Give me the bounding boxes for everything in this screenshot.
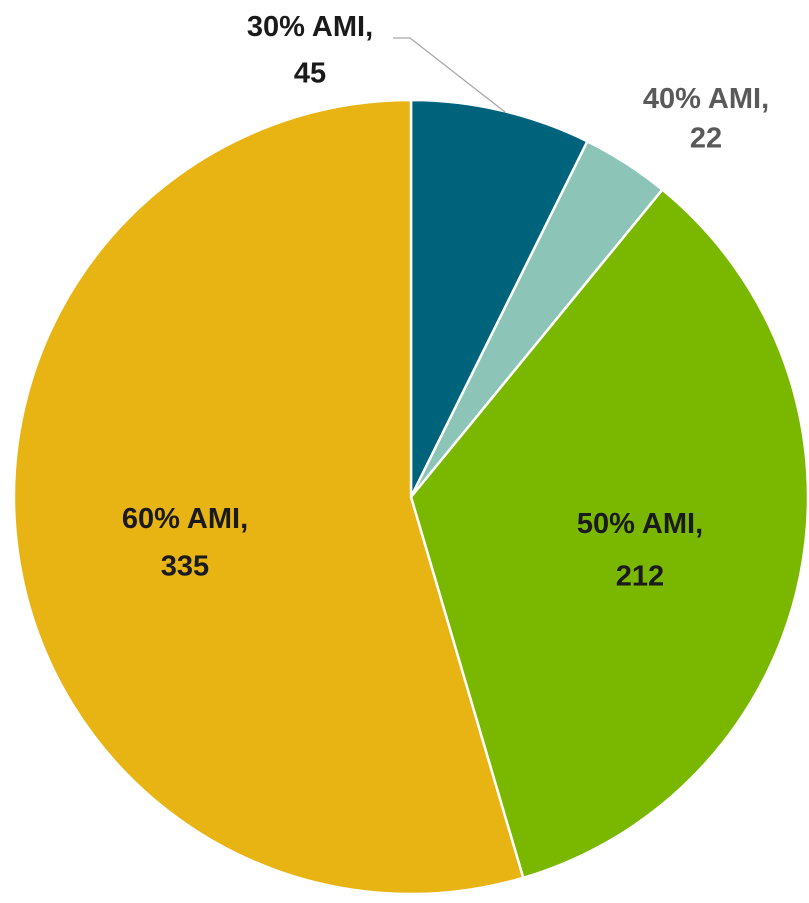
pie-slice	[409, 98, 590, 498]
leader-line	[393, 37, 506, 113]
data-label-value: 212	[616, 561, 664, 593]
data-label-value: 22	[690, 123, 722, 155]
label-category: 30% AMI	[247, 11, 365, 43]
label-category: 40% AMI	[643, 83, 761, 115]
label-separator: ,	[695, 508, 703, 540]
pie-slice	[12, 98, 525, 896]
pie-slice	[409, 187, 809, 880]
data-label: 60% AMI,	[122, 503, 248, 535]
data-label: 50% AMI,	[577, 508, 703, 540]
label-category: 60% AMI	[122, 503, 240, 535]
label-separator: ,	[761, 83, 769, 115]
data-label: 30% AMI,	[247, 11, 373, 43]
label-category: 50% AMI	[577, 508, 695, 540]
data-label: 40% AMI,	[643, 83, 769, 115]
label-separator: ,	[240, 503, 248, 535]
data-label-value: 45	[294, 58, 326, 90]
label-separator: ,	[365, 11, 373, 43]
data-label-value: 335	[161, 551, 209, 583]
